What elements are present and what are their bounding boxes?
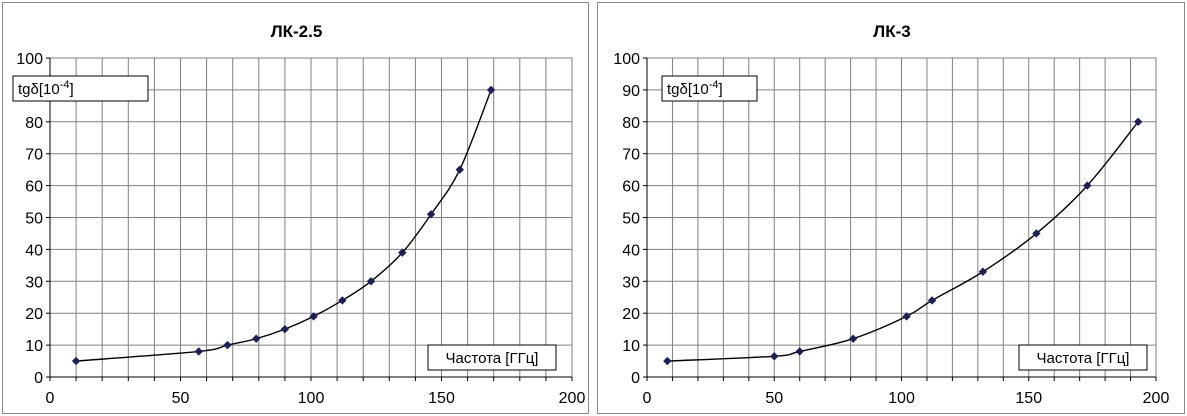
y-tick-label: 80 <box>25 115 43 132</box>
x-tick-label: 100 <box>888 390 915 407</box>
x-tick-label: 0 <box>46 390 55 407</box>
data-point <box>795 347 804 356</box>
x-label-box <box>427 344 557 371</box>
y-tick-label: 20 <box>25 306 43 323</box>
chart-panel-lk25: ЛК-2.50102030405060708090100050100150200… <box>2 2 589 414</box>
y-tick-label: 30 <box>622 274 640 291</box>
y-axis-label: tgδ[10-4] <box>18 79 74 98</box>
y-label-box <box>661 75 758 102</box>
y-tick-label: 60 <box>622 179 640 196</box>
y-tick-label: 30 <box>25 274 43 291</box>
data-point <box>398 248 407 257</box>
series-line <box>667 121 1139 362</box>
x-axis-label: Частота [ГГц] <box>446 350 539 367</box>
chart-lk25: ЛК-2.50102030405060708090100050100150200… <box>12 22 586 407</box>
data-point <box>309 312 318 321</box>
y-tick-label: 10 <box>622 338 640 355</box>
chart-title: ЛК-2.5 <box>271 22 323 41</box>
x-label-box <box>1018 344 1148 371</box>
y-tick-label: 100 <box>16 51 43 68</box>
y-tick-label: 50 <box>25 211 43 228</box>
data-point <box>927 296 937 305</box>
data-point <box>455 165 464 174</box>
data-point <box>1133 117 1143 126</box>
data-point <box>426 210 436 219</box>
data-point <box>770 352 779 361</box>
data-point <box>486 85 496 95</box>
data-point <box>280 324 290 334</box>
y-tick-label: 40 <box>25 242 43 259</box>
y-tick-label: 100 <box>613 51 640 68</box>
data-point <box>223 340 232 350</box>
x-tick-label: 150 <box>428 390 455 407</box>
x-tick-label: 100 <box>298 390 325 407</box>
data-point <box>978 267 988 276</box>
y-tick-label: 70 <box>25 147 43 164</box>
y-tick-label: 0 <box>631 370 640 387</box>
data-point <box>1032 229 1041 238</box>
y-tick-label: 10 <box>25 338 43 355</box>
y-tick-label: 70 <box>622 147 640 164</box>
data-point <box>71 356 81 366</box>
x-tick-label: 50 <box>765 390 783 407</box>
y-tick-label: 0 <box>34 370 43 387</box>
data-point <box>194 347 203 356</box>
x-tick-label: 150 <box>1015 390 1042 407</box>
gridlines <box>647 58 1156 377</box>
y-tick-label: 20 <box>622 306 640 323</box>
data-point <box>663 356 672 366</box>
series-line <box>76 89 492 362</box>
x-tick-label: 200 <box>1143 390 1170 407</box>
data-point <box>366 277 376 286</box>
y-axis-label: tgδ[10-4] <box>667 79 723 98</box>
y-label-box <box>12 75 149 102</box>
y-tick-label: 50 <box>622 211 640 228</box>
chart-lk3: ЛК-3 0 10 20 30 40 50 60 70 80 90 100 0 50 100 150 200 tg… <box>613 22 1170 407</box>
chart-panel-lk3: ЛК-3 0 10 20 30 40 50 60 70 80 90 100 0 50 100 150 200 tg… <box>597 2 1185 414</box>
y-tick-label: 60 <box>25 179 43 196</box>
data-point <box>251 334 261 343</box>
data-point <box>848 334 858 343</box>
y-tick-label: 40 <box>622 242 640 259</box>
y-tick-label: 80 <box>622 115 640 132</box>
x-tick-label: 0 <box>643 390 652 407</box>
gridlines <box>50 58 572 377</box>
x-tick-label: 50 <box>172 390 190 407</box>
data-point <box>338 296 347 305</box>
y-tick-label: 90 <box>622 83 640 100</box>
chart-title: ЛК-3 <box>873 22 910 41</box>
x-tick-label: 200 <box>559 390 586 407</box>
x-axis-label: Частота [ГГц] <box>1037 350 1130 367</box>
